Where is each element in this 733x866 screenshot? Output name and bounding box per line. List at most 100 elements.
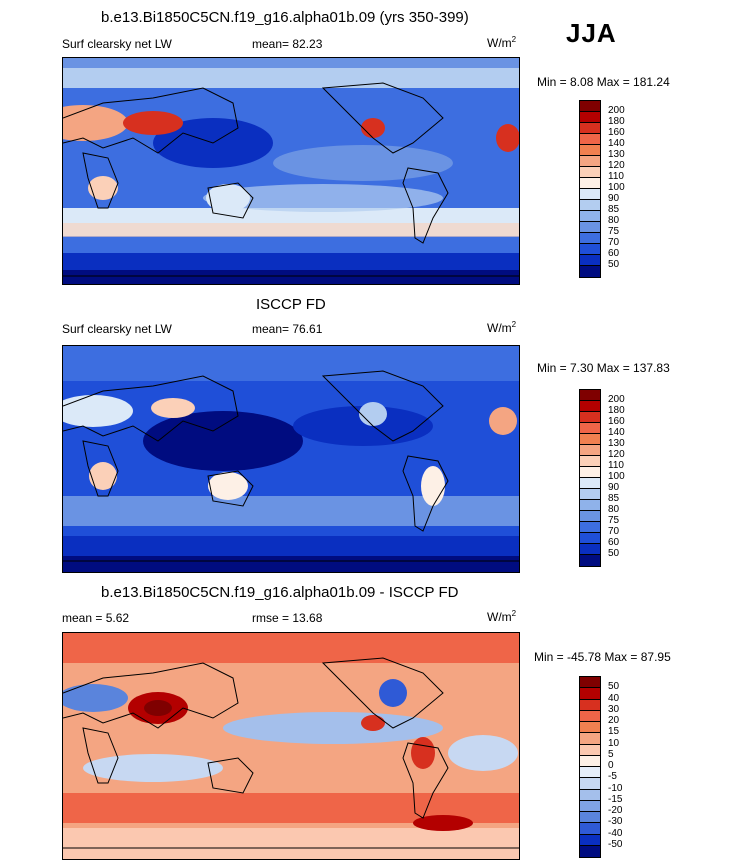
colorbar-tick-label: 10 xyxy=(608,737,620,749)
panel1-colorbar xyxy=(579,100,601,278)
panel2-minmax: Min = 7.30 Max = 137.83 xyxy=(537,361,670,375)
season-label: JJA xyxy=(566,18,617,48)
colorbar-tick-label: 50 xyxy=(608,681,620,693)
colorbar-tick-label: 120 xyxy=(608,449,625,460)
colorbar-tick-label: 90 xyxy=(608,193,620,204)
colorbar-tick-label: 15 xyxy=(608,726,620,738)
panel2-africa-coast xyxy=(82,440,119,497)
panel3-eurasia-coast xyxy=(63,662,239,729)
colorbar-segment xyxy=(580,778,600,790)
colorbar-segment xyxy=(580,677,600,689)
colorbar-tick-label: -50 xyxy=(608,838,623,850)
colorbar-segment xyxy=(580,533,600,544)
colorbar-tick-label: 80 xyxy=(608,504,620,515)
panel2-west-us xyxy=(359,402,387,426)
colorbar-segment xyxy=(580,845,600,857)
panel1-units-exp: 2 xyxy=(511,35,517,44)
panel3-mean-value: 5.62 xyxy=(105,611,130,625)
colorbar-tick-label: 180 xyxy=(608,405,625,416)
colorbar-segment xyxy=(580,456,600,467)
panel2-central-asia xyxy=(151,398,195,418)
colorbar-tick-label: 85 xyxy=(608,204,620,215)
colorbar-segment xyxy=(580,800,600,812)
colorbar-segment xyxy=(580,112,600,123)
panel1-mean-value: 82.23 xyxy=(292,37,323,51)
panel3-west-us xyxy=(379,679,407,707)
panel2-arctic-band xyxy=(63,346,519,381)
panel2-units: W/m2 xyxy=(487,320,516,335)
panel2-s-africa xyxy=(89,462,117,490)
colorbar-segment xyxy=(580,467,600,478)
colorbar-segment xyxy=(580,211,600,222)
colorbar-segment xyxy=(580,445,600,456)
colorbar-tick-label: 130 xyxy=(608,149,625,160)
colorbar-segment xyxy=(580,722,600,734)
panel1-namerica-coast xyxy=(321,82,444,154)
colorbar-tick-label: 75 xyxy=(608,515,620,526)
colorbar-segment xyxy=(580,200,600,211)
panel3-rmse: rmse = 13.68 xyxy=(252,611,322,625)
panel1-mean: mean= 82.23 xyxy=(252,37,322,51)
panel2-colorbar xyxy=(579,389,601,567)
colorbar-tick-label: 5 xyxy=(608,748,614,760)
panel3-mean: mean = 5.62 xyxy=(62,611,129,625)
panel1-samerica-coast xyxy=(402,167,449,244)
colorbar-segment xyxy=(580,823,600,835)
colorbar-tick-label: 85 xyxy=(608,493,620,504)
colorbar-tick-label: -5 xyxy=(608,771,617,783)
panel3-colorbar xyxy=(579,676,601,858)
panel2-variable: Surf clearsky net LW xyxy=(62,322,172,336)
colorbar-tick-label: -10 xyxy=(608,782,623,794)
colorbar-tick-label: 110 xyxy=(608,171,624,182)
panel3-title: b.e13.Bi1850C5CN.f19_g16.alpha01b.09 - I… xyxy=(101,584,459,601)
colorbar-tick-label: 140 xyxy=(608,138,625,149)
colorbar-tick-label: 200 xyxy=(608,105,625,116)
panel3-s-atlantic xyxy=(413,815,473,831)
panel2-mean: mean= 76.61 xyxy=(252,322,322,336)
colorbar-segment xyxy=(580,834,600,846)
panel3-units-text: W/m xyxy=(487,610,512,624)
panel2-title: ISCCP FD xyxy=(256,296,326,313)
colorbar-segment xyxy=(580,511,600,522)
colorbar-segment xyxy=(580,522,600,533)
colorbar-segment xyxy=(580,699,600,711)
panel3-africa-coast xyxy=(82,727,119,784)
panel3-rmse-label: rmse = xyxy=(252,611,290,625)
panel3-map xyxy=(62,632,520,860)
colorbar-tick-label: 110 xyxy=(608,460,624,471)
colorbar-tick-label: 140 xyxy=(608,427,625,438)
colorbar-segment xyxy=(580,178,600,189)
colorbar-tick-label: 60 xyxy=(608,537,620,548)
colorbar-tick-label: 180 xyxy=(608,116,625,127)
colorbar-segment xyxy=(580,266,600,277)
colorbar-segment xyxy=(580,423,600,434)
colorbar-segment xyxy=(580,489,600,500)
panel1-sahara xyxy=(63,105,128,141)
colorbar-segment xyxy=(580,555,600,566)
panel3-minmax: Min = -45.78 Max = 87.95 xyxy=(534,650,671,664)
colorbar-tick-label: 0 xyxy=(608,760,614,771)
colorbar-segment xyxy=(580,434,600,445)
colorbar-segment xyxy=(580,156,600,167)
panel2-mean-label: mean= xyxy=(252,322,290,336)
colorbar-tick-label: 130 xyxy=(608,438,625,449)
panel3-map-svg xyxy=(63,633,519,859)
panel2-antarctic-dark xyxy=(63,556,519,572)
panel1-n-africa xyxy=(496,124,519,152)
colorbar-segment xyxy=(580,189,600,200)
panel1-units-text: W/m xyxy=(487,36,512,50)
panel1-s-africa xyxy=(88,176,118,200)
colorbar-tick-label: -20 xyxy=(608,805,623,816)
colorbar-tick-label: 60 xyxy=(608,248,620,259)
panel2-map-svg xyxy=(63,346,519,572)
colorbar-segment xyxy=(580,744,600,756)
panel1-mean-label: mean= xyxy=(252,37,290,51)
colorbar-segment xyxy=(580,244,600,255)
panel1-australia xyxy=(206,184,250,212)
panel2-warm-pool xyxy=(143,411,303,471)
panel3-pacific-cool xyxy=(223,712,443,744)
panel3-indian-cool xyxy=(83,754,223,782)
colorbar-segment xyxy=(580,255,600,266)
panel1-pacific-band xyxy=(273,145,453,181)
colorbar-segment xyxy=(580,401,600,412)
